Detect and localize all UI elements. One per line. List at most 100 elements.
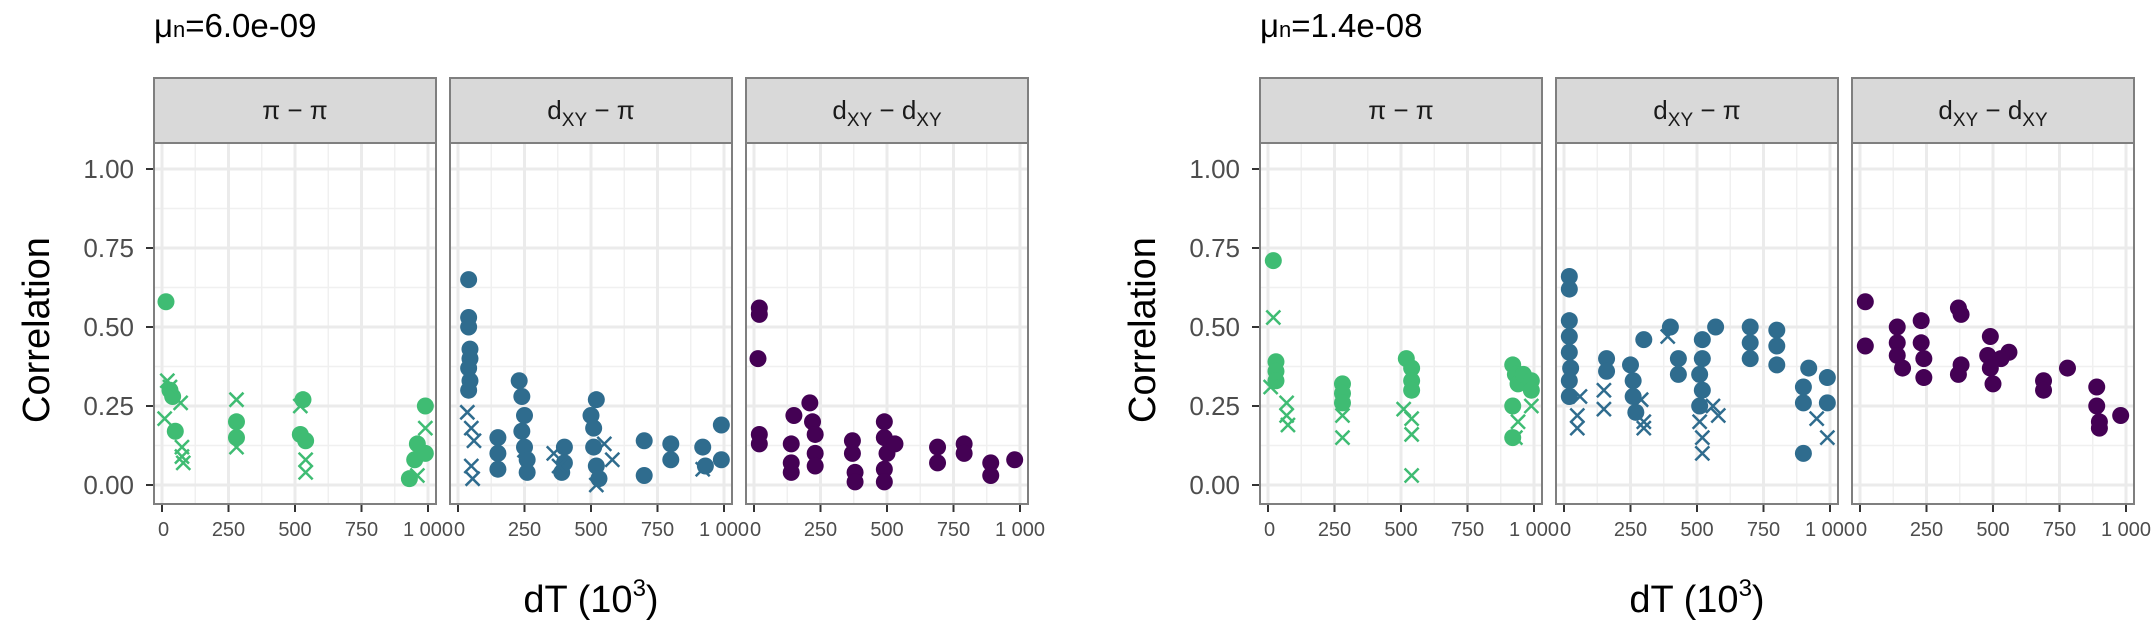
data-point-circle bbox=[1794, 444, 1812, 462]
x-tick-label: 0 bbox=[454, 519, 465, 541]
data-point-cross bbox=[1523, 398, 1540, 414]
data-point-circle bbox=[1560, 327, 1578, 345]
x-tick-label: 750 bbox=[1747, 519, 1780, 541]
data-point-circle bbox=[555, 438, 573, 456]
data-point-cross bbox=[1808, 410, 1825, 427]
data-point-circle bbox=[929, 438, 947, 456]
data-point-cross bbox=[464, 470, 481, 487]
data-point-circle bbox=[157, 293, 175, 311]
data-point-circle bbox=[587, 457, 605, 475]
data-point-cross bbox=[1635, 413, 1652, 430]
x-tick-label: 250 bbox=[1614, 519, 1647, 541]
x-tick-label: 250 bbox=[1318, 519, 1351, 541]
data-point-circle bbox=[400, 470, 418, 488]
x-tick-label: 500 bbox=[1384, 519, 1417, 541]
x-tick-label: 0 bbox=[1560, 519, 1571, 541]
strip-label: π − π bbox=[1368, 95, 1434, 125]
data-point-cross bbox=[1694, 429, 1711, 446]
strip-label-subscript: XY bbox=[847, 110, 873, 131]
data-point-circle bbox=[516, 438, 533, 456]
x-tick-label: 0 bbox=[1856, 519, 1867, 541]
strip-label-part: π − π bbox=[262, 95, 328, 125]
data-point-cross bbox=[228, 439, 245, 455]
data-point-circle bbox=[843, 432, 861, 450]
data-point-cross bbox=[1334, 429, 1351, 446]
data-point-circle bbox=[1693, 331, 1711, 349]
y-tick-label: 0.75 bbox=[1189, 233, 1240, 263]
data-point-circle bbox=[982, 467, 1000, 485]
data-point-circle bbox=[1856, 293, 1874, 311]
data-point-circle bbox=[750, 305, 768, 323]
data-point-cross bbox=[1710, 407, 1727, 424]
data-point-circle bbox=[2088, 397, 2106, 415]
data-point-circle bbox=[1693, 381, 1711, 399]
strip-label-part: − π bbox=[1693, 95, 1741, 125]
data-point-circle bbox=[1622, 356, 1639, 374]
strip-label-part: − d bbox=[872, 95, 916, 125]
data-point-cross bbox=[588, 477, 605, 493]
data-point-circle bbox=[1691, 397, 1709, 415]
data-point-circle bbox=[1768, 356, 1786, 374]
y-tick-label: 0.25 bbox=[1189, 391, 1240, 421]
data-point-cross bbox=[1596, 382, 1612, 399]
data-point-circle bbox=[1856, 337, 1874, 355]
data-point-circle bbox=[1888, 334, 1906, 352]
data-point-cross bbox=[466, 432, 482, 449]
data-point-circle bbox=[489, 460, 507, 478]
data-point-cross bbox=[1265, 309, 1282, 326]
data-point-circle bbox=[553, 463, 571, 481]
x-tick-label: 250 bbox=[1910, 519, 1943, 541]
strip-label: dXY − π bbox=[547, 95, 634, 131]
data-point-circle bbox=[1912, 334, 1930, 352]
facet-panel-pi_pi: π − π 0 250 500 750 1 000 bbox=[153, 77, 453, 541]
data-point-circle bbox=[510, 372, 528, 390]
data-point-circle bbox=[1888, 318, 1906, 336]
x-tick-label: 0 bbox=[158, 519, 169, 541]
y-tick-label: 0.25 bbox=[83, 391, 134, 421]
data-point-circle bbox=[1624, 372, 1642, 390]
data-point-circle bbox=[694, 438, 712, 456]
data-point-circle bbox=[1794, 394, 1812, 412]
y-axis-title: Correlation bbox=[1122, 237, 1164, 423]
title-mu: μ bbox=[154, 7, 173, 44]
data-point-circle bbox=[782, 435, 800, 453]
x-title-close: ) bbox=[1752, 579, 1765, 621]
data-point-cross bbox=[1819, 429, 1836, 446]
x-title-superscript: 3 bbox=[633, 575, 646, 602]
data-point-cross bbox=[1635, 420, 1652, 437]
strip-label-subscript: XY bbox=[1668, 110, 1694, 131]
strip-label-subscript: XY bbox=[916, 110, 942, 131]
data-point-circle bbox=[1992, 350, 2010, 368]
data-point-circle bbox=[1669, 350, 1687, 368]
group-title: μn=6.0e-09 bbox=[154, 7, 316, 44]
data-point-circle bbox=[804, 413, 822, 431]
data-point-cross bbox=[1278, 394, 1295, 411]
data-point-circle bbox=[1504, 429, 1522, 447]
data-point-circle bbox=[294, 391, 312, 409]
strip-label-part: d bbox=[1653, 95, 1667, 125]
y-tick-label: 0.00 bbox=[83, 470, 134, 500]
data-point-cross bbox=[1334, 407, 1351, 424]
data-point-circle bbox=[1560, 343, 1578, 361]
data-point-circle bbox=[166, 422, 184, 440]
data-point-circle bbox=[1981, 327, 1999, 345]
x-axis-title: dT (103) bbox=[523, 575, 658, 621]
data-point-circle bbox=[1768, 337, 1786, 355]
data-point-circle bbox=[1504, 397, 1522, 415]
data-point-circle bbox=[1768, 321, 1786, 339]
data-point-cross bbox=[545, 445, 562, 462]
data-point-cross bbox=[1403, 410, 1420, 427]
data-point-circle bbox=[635, 467, 653, 485]
x-tick-label: 1 000 bbox=[1509, 519, 1559, 541]
data-point-cross bbox=[292, 398, 309, 414]
data-point-cross bbox=[1510, 413, 1526, 430]
data-point-circle bbox=[886, 435, 904, 453]
y-tick-label: 1.00 bbox=[83, 154, 134, 184]
data-point-circle bbox=[1560, 372, 1578, 390]
data-point-circle bbox=[2035, 381, 2053, 399]
data-point-cross bbox=[1403, 467, 1420, 484]
x-tick-label: 500 bbox=[870, 519, 903, 541]
panel-border bbox=[449, 142, 733, 505]
data-point-cross bbox=[1691, 413, 1708, 430]
group-title: μn=1.4e-08 bbox=[1260, 7, 1422, 44]
